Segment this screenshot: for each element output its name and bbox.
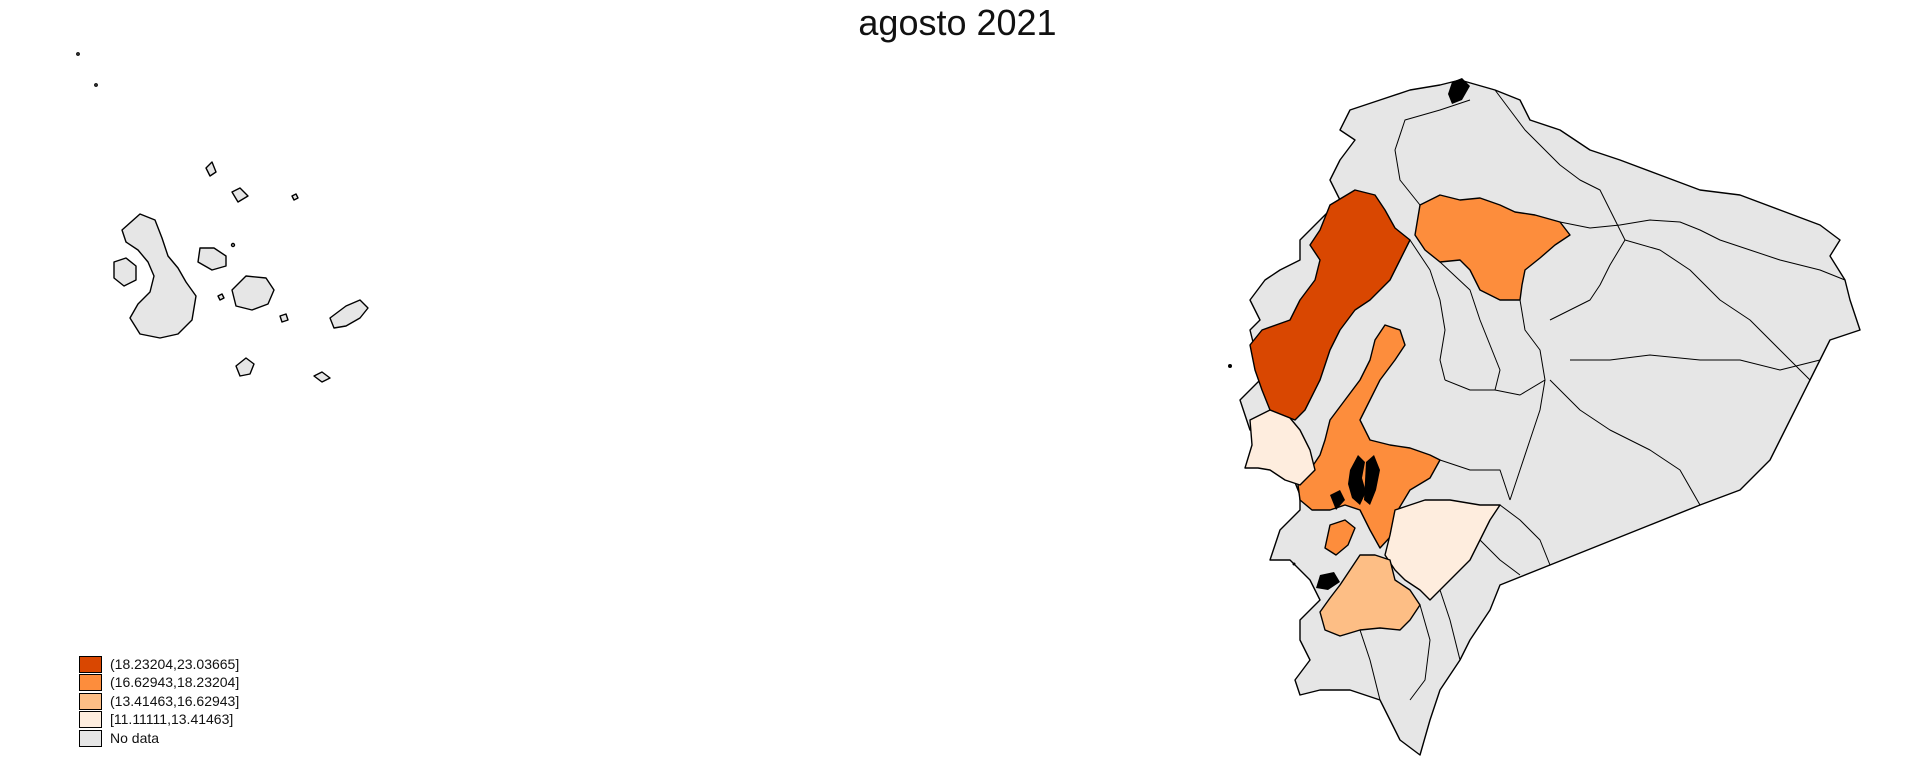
province-imbabura-pichincha <box>1414 194 1571 301</box>
province-manabi-esmeraldas <box>1249 189 1411 421</box>
map-title: agosto 2021 <box>858 2 1057 43</box>
legend-swatch <box>79 692 102 710</box>
island-rabida <box>217 293 225 301</box>
legend-item: (18.23204,23.03665] <box>79 655 239 674</box>
island-isabela <box>121 213 197 339</box>
legend-item: (13.41463,16.62943] <box>79 692 239 711</box>
gulf-islands <box>1228 78 1470 590</box>
island-santa-cruz <box>231 275 275 311</box>
legend-swatch <box>79 729 102 747</box>
island-santiago <box>197 247 227 271</box>
legend-item: [11.11111,13.41463] <box>79 711 239 730</box>
legend-label: (13.41463,16.62943] <box>110 692 240 709</box>
legend-label: (16.62943,18.23204] <box>110 674 240 691</box>
legend-item: (16.62943,18.23204] <box>79 674 239 693</box>
legend-label: [11.11111,13.41463] <box>110 711 234 728</box>
island-san-cristobal <box>329 299 369 329</box>
province-el-oro <box>1319 554 1421 637</box>
legend-swatch <box>79 711 102 729</box>
legend-swatch <box>79 674 102 692</box>
legend-label: No data <box>110 729 160 746</box>
map-legend: (18.23204,23.03665] (16.62943,18.23204] … <box>79 655 239 748</box>
province-guayas-losrios <box>1297 324 1441 549</box>
province-canar <box>1384 499 1501 601</box>
island-floreana <box>235 357 255 377</box>
island-marchena <box>231 187 249 203</box>
island-pinta <box>205 161 217 177</box>
legend-swatch <box>79 655 102 673</box>
island-genovesa <box>291 193 299 201</box>
island-fernandina <box>113 257 137 287</box>
galapagos-islands <box>76 52 369 383</box>
island-espanola <box>313 371 331 383</box>
mainland-provinces <box>1228 78 1861 756</box>
island-santa-fe <box>279 313 289 323</box>
legend-label: (18.23204,23.03665] <box>110 655 240 672</box>
province-el-oro-puna <box>1324 519 1356 556</box>
province-santa-elena <box>1244 409 1316 486</box>
legend-item: No data <box>79 729 239 748</box>
